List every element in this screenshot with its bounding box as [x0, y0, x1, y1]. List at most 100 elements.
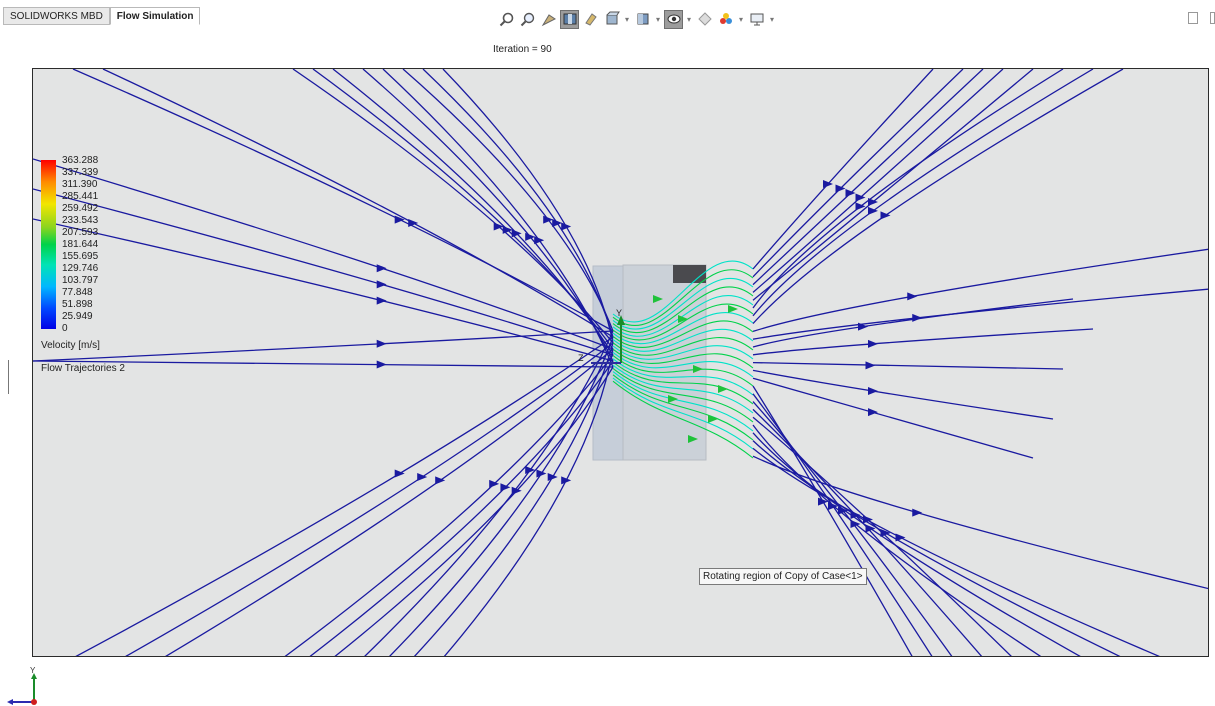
restore-window-icon[interactable]: [1188, 12, 1198, 24]
iteration-label: Iteration = 90: [493, 44, 552, 55]
trajectory-arrow: [376, 264, 387, 273]
trajectory-line: [125, 342, 614, 656]
trajectory-arrow: [376, 280, 387, 289]
trajectory-line: [612, 286, 754, 334]
legend-tick: 103.797: [62, 275, 99, 286]
chevron-down-icon[interactable]: ▾: [655, 14, 660, 24]
trajectory-arrow: [880, 528, 891, 537]
graphics-viewport[interactable]: Y Z 363.288 337.339 311.390 285.441 259.…: [32, 68, 1209, 657]
trajectory-line: [382, 69, 614, 368]
trajectory-line: [612, 351, 754, 378]
trajectory-arrow: [818, 497, 828, 506]
legend-tick: 233.543: [62, 215, 99, 226]
trajectory-line: [612, 367, 754, 423]
trajectory-arrow: [435, 476, 446, 485]
center-triad-y-label: Y: [616, 308, 622, 318]
trajectory-line: [752, 361, 1064, 370]
trajectory-arrow: [855, 202, 866, 211]
legend-tick: 207.593: [62, 227, 99, 238]
trajectory-line: [612, 328, 754, 352]
trajectory-line: [389, 336, 614, 656]
triad-z-arrow: [7, 699, 13, 705]
chevron-down-icon[interactable]: ▾: [769, 14, 774, 24]
trajectory-line: [612, 303, 754, 341]
trajectory-arrow: [907, 292, 918, 301]
trajectory-line: [309, 360, 614, 656]
flow-trajectory-plot: Y Z: [33, 69, 1208, 656]
trajectory-line: [443, 348, 614, 656]
trajectory-line: [752, 69, 984, 286]
view-settings-icon[interactable]: [747, 10, 766, 29]
trajectory-arrows: [376, 180, 923, 542]
legend-tick: 259.492: [62, 203, 99, 214]
display-style-icon[interactable]: [633, 10, 652, 29]
apply-scene-icon[interactable]: [716, 10, 735, 29]
trajectory-arrow: [525, 466, 536, 475]
sidebar-splitter[interactable]: [8, 360, 9, 394]
trajectory-arrow: [838, 506, 848, 515]
zoom-to-area-icon[interactable]: [518, 10, 537, 29]
trajectory-arrow: [823, 180, 833, 188]
trajectory-line: [612, 337, 754, 356]
chevron-down-icon[interactable]: ▾: [686, 14, 691, 24]
trajectory-line: [75, 336, 614, 656]
trajectory-arrow: [502, 225, 513, 234]
trajectory-line: [33, 188, 614, 356]
trajectory-line: [72, 69, 614, 332]
trajectory-arrow: [678, 315, 688, 323]
trajectory-line: [612, 269, 754, 326]
trajectory-arrow: [536, 469, 547, 478]
legend-tick: 155.695: [62, 251, 99, 262]
trajectory-arrow: [408, 219, 419, 228]
trajectory-arrow: [489, 479, 500, 488]
window-edge-icon: [1210, 12, 1215, 24]
trajectory-line: [752, 377, 1034, 459]
trajectory-arrow: [693, 365, 703, 373]
trajectory-arrow: [728, 305, 738, 313]
trajectory-line: [442, 69, 614, 344]
triad-y-label: Y: [30, 666, 36, 675]
command-manager-tabs: SOLIDWORKS MBD Flow Simulation: [3, 7, 201, 25]
legend-tick: 77.848: [62, 287, 93, 298]
trajectory-line: [752, 69, 1064, 309]
trajectory-arrow: [417, 472, 428, 481]
hide-show-items-icon[interactable]: [664, 9, 683, 29]
trajectory-line: [612, 380, 754, 459]
trajectory-arrow: [668, 395, 678, 403]
trajectory-line: [612, 374, 754, 441]
section-view-icon[interactable]: [560, 9, 579, 29]
legend-tick: 51.898: [62, 299, 93, 310]
trajectory-line: [752, 69, 964, 278]
legend-tick: 311.390: [62, 179, 98, 190]
trajectory-arrow: [868, 339, 878, 348]
trajectory-arrow: [653, 295, 663, 303]
trajectory-arrow: [863, 515, 873, 524]
trajectory-line: [612, 361, 754, 405]
trajectory-line: [612, 311, 754, 345]
rotor-cap: [673, 265, 706, 283]
legend-tick: 285.441: [62, 191, 99, 202]
tab-solidworks-mbd[interactable]: SOLIDWORKS MBD: [3, 7, 110, 25]
trajectory-line: [612, 260, 754, 323]
edit-appearance-icon[interactable]: [695, 10, 714, 29]
trajectory-line: [752, 440, 1121, 656]
view-orientation-icon[interactable]: [602, 10, 621, 29]
zoom-to-fit-icon[interactable]: [497, 10, 516, 29]
trajectory-line: [33, 218, 614, 362]
trajectory-arrow: [394, 215, 405, 224]
previous-view-icon[interactable]: [539, 10, 558, 29]
legend-tick: 25.949: [62, 311, 93, 322]
trajectory-line: [612, 320, 754, 349]
legend-tick: 0: [62, 323, 68, 334]
trajectory-arrow: [868, 387, 878, 396]
heads-up-view-toolbar: ▾ ▾ ▾ ▾ ▾: [497, 9, 776, 29]
chevron-down-icon[interactable]: ▾: [624, 14, 629, 24]
trajectory-line: [413, 342, 614, 656]
trajectory-arrow: [865, 524, 876, 533]
chevron-down-icon[interactable]: ▾: [738, 14, 743, 24]
trajectory-arrow: [511, 229, 522, 238]
trajectory-arrow: [394, 469, 405, 478]
view-selector-icon[interactable]: [581, 10, 600, 29]
tab-flow-simulation[interactable]: Flow Simulation: [109, 7, 201, 25]
trajectory-line: [752, 69, 1034, 301]
